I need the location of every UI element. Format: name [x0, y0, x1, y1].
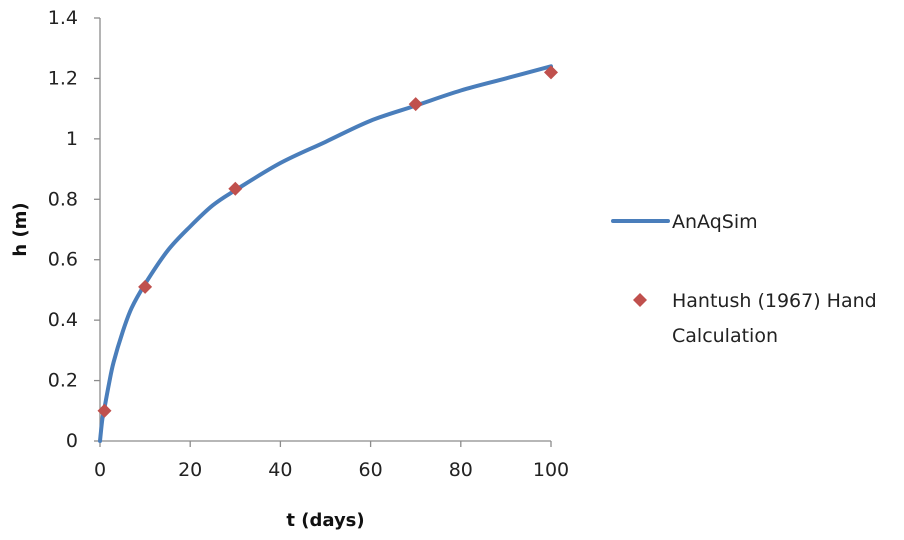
- legend-label-hantush-line1: Hantush (1967) Hand: [672, 290, 877, 312]
- series-line-anaqsim: [98, 64, 553, 443]
- legend-marker-swatch: [633, 293, 647, 307]
- x-axis-title: t (days): [286, 510, 364, 531]
- x-tick-label: 40: [268, 459, 292, 481]
- data-point-hantush: [138, 279, 153, 294]
- x-tick-label: 60: [359, 459, 383, 481]
- x-tick-label: 0: [94, 459, 106, 481]
- y-tick-label: 0.6: [48, 249, 78, 271]
- legend: AnAqSim Hantush (1967) Hand Calculation: [611, 211, 877, 347]
- x-tick-label: 100: [533, 459, 569, 481]
- y-tick-label: 0.4: [48, 309, 78, 331]
- x-tick-label: 20: [178, 459, 202, 481]
- data-point-hantush: [228, 181, 243, 196]
- axes: 0 0.2 0.4 0.6 0.8 1 1.2 1.4 0 20 40 60 80 100 t (days)…: [10, 7, 569, 531]
- y-tick-label: 1.4: [48, 7, 78, 29]
- y-tick-label: 0.2: [48, 370, 78, 392]
- legend-label-anaqsim: AnAqSim: [672, 211, 758, 233]
- data-point-hantush: [408, 97, 423, 112]
- data-point-hantush: [544, 65, 558, 80]
- y-tick-label: 1: [66, 128, 78, 150]
- y-tick-label: 0.8: [48, 188, 78, 210]
- x-tick-label: 80: [449, 459, 473, 481]
- series-layer: [97, 64, 558, 443]
- y-tick-label: 0: [66, 430, 78, 452]
- data-point-hantush: [97, 403, 112, 418]
- legend-label-hantush-line2: Calculation: [672, 325, 778, 347]
- y-tick-label: 1.2: [48, 67, 78, 89]
- y-axis-title: h (m): [10, 202, 31, 256]
